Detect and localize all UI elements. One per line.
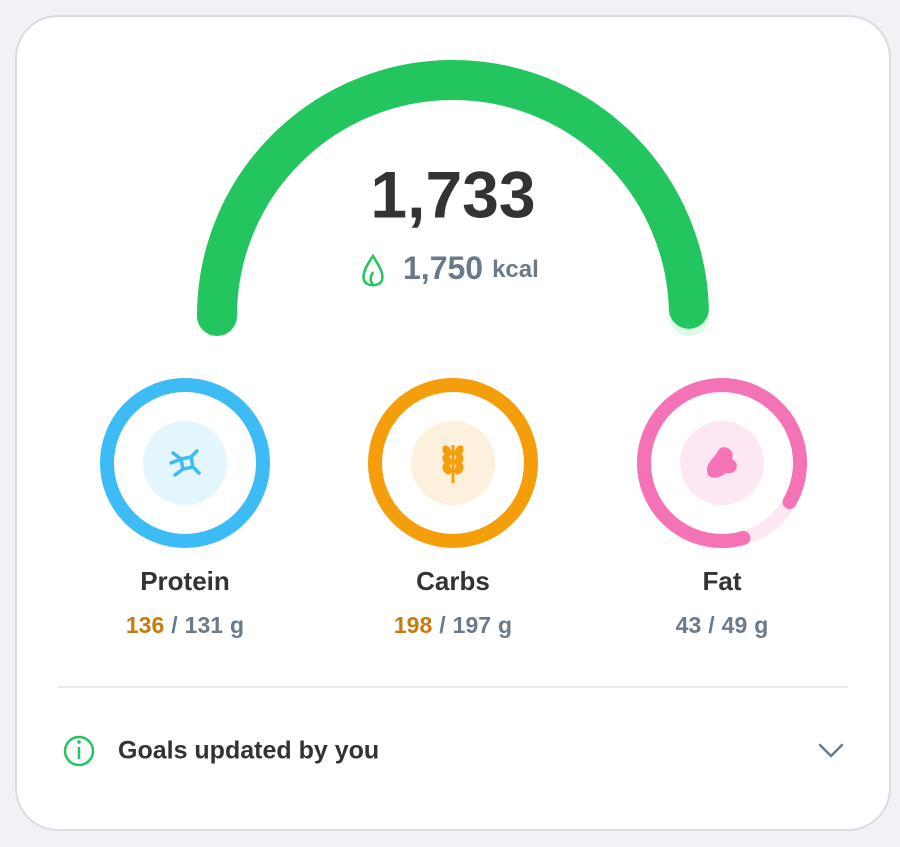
info-icon-dot (77, 740, 81, 744)
macro-goal: 131 (185, 612, 224, 638)
macro-consumed: 43 (676, 612, 702, 638)
separator: / (708, 612, 715, 638)
icon-bg (143, 421, 227, 505)
expand-chevron[interactable] (818, 743, 844, 758)
macro-amount: 136 / 131 g (126, 612, 244, 638)
macro-goal: 197 (453, 612, 491, 638)
carbs-icon-grain (454, 463, 464, 475)
carbs-icon-grain (442, 445, 452, 457)
macro-unit: g (754, 612, 768, 638)
macro-goal: 49 (722, 612, 748, 638)
macro-amount: 43/ 49 g (676, 612, 769, 638)
macro-consumed: 198 (394, 612, 433, 638)
goal-unit: kcal (492, 256, 539, 283)
info-icon (63, 735, 95, 767)
footer-row[interactable]: Goals updated by you (63, 735, 844, 767)
ring-progress (368, 378, 538, 548)
carbs-icon-grain (442, 463, 452, 475)
calorie-goal: 1,750 kcal (403, 250, 539, 286)
ring-progress (100, 378, 270, 548)
calories-consumed: 1,733 (370, 157, 535, 231)
carbs-icon-grain (454, 454, 464, 466)
gauge-progress (197, 60, 709, 336)
macro-name: Carbs (416, 566, 490, 596)
flame-icon (362, 253, 384, 287)
goal-value: 1,750 (403, 250, 483, 286)
separator: / (439, 612, 446, 638)
fat-icon (707, 447, 737, 478)
separator: / (171, 612, 178, 638)
macro-name: Fat (703, 566, 742, 596)
ring-progress (637, 378, 807, 548)
macro-consumed: 136 (126, 612, 164, 638)
macro-unit: g (498, 612, 512, 638)
carbs-icon-grain (454, 445, 464, 457)
macro-name: Protein (140, 566, 230, 596)
protein-icon (169, 449, 201, 477)
macro-amount: 198/ 197 g (394, 612, 512, 638)
footer-text: Goals updated by you (118, 737, 379, 765)
carbs-icon-grain (442, 454, 452, 466)
macro-unit: g (230, 612, 244, 638)
